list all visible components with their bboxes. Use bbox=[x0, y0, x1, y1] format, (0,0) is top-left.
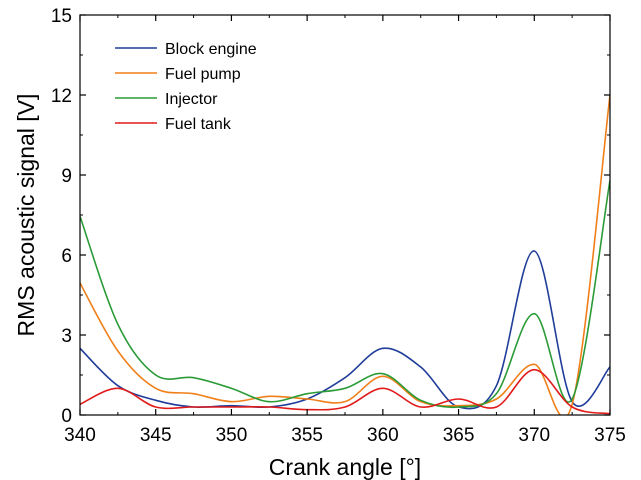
y-tick-label: 9 bbox=[61, 166, 72, 187]
x-tick-label: 345 bbox=[140, 425, 172, 446]
series-line-block-engine bbox=[80, 250, 610, 410]
legend-label: Injector bbox=[165, 91, 218, 108]
legend-label: Block engine bbox=[165, 41, 257, 58]
x-tick-label: 360 bbox=[367, 425, 399, 446]
y-tick-label: 3 bbox=[61, 326, 72, 347]
series-line-fuel-pump bbox=[80, 94, 610, 415]
series-line-fuel-tank bbox=[80, 368, 610, 415]
y-axis-title: RMS acoustic signal [V] bbox=[13, 94, 39, 337]
x-tick-label: 370 bbox=[518, 425, 550, 446]
axis-ticks: 340 345 350 355 360 365 370 375 0 3 6 9 12 15 bbox=[51, 6, 626, 446]
legend-label: Fuel pump bbox=[165, 66, 241, 83]
legend-label: Fuel tank bbox=[165, 116, 232, 133]
x-tick-label: 375 bbox=[594, 425, 626, 446]
x-axis-title: Crank angle [°] bbox=[269, 454, 421, 480]
plot-frame bbox=[79, 14, 611, 416]
x-tick-label: 350 bbox=[216, 425, 248, 446]
legend: Block engine Fuel pump Injector Fuel tank bbox=[115, 41, 257, 133]
y-tick-label: 0 bbox=[61, 406, 72, 427]
x-tick-label: 355 bbox=[291, 425, 323, 446]
x-tick-label: 365 bbox=[443, 425, 475, 446]
x-tick-label: 340 bbox=[64, 425, 96, 446]
series-line-injector bbox=[80, 180, 610, 409]
y-tick-label: 15 bbox=[51, 6, 72, 27]
series-layer bbox=[80, 94, 610, 415]
y-tick-label: 6 bbox=[61, 246, 72, 267]
y-tick-label: 12 bbox=[51, 86, 72, 107]
